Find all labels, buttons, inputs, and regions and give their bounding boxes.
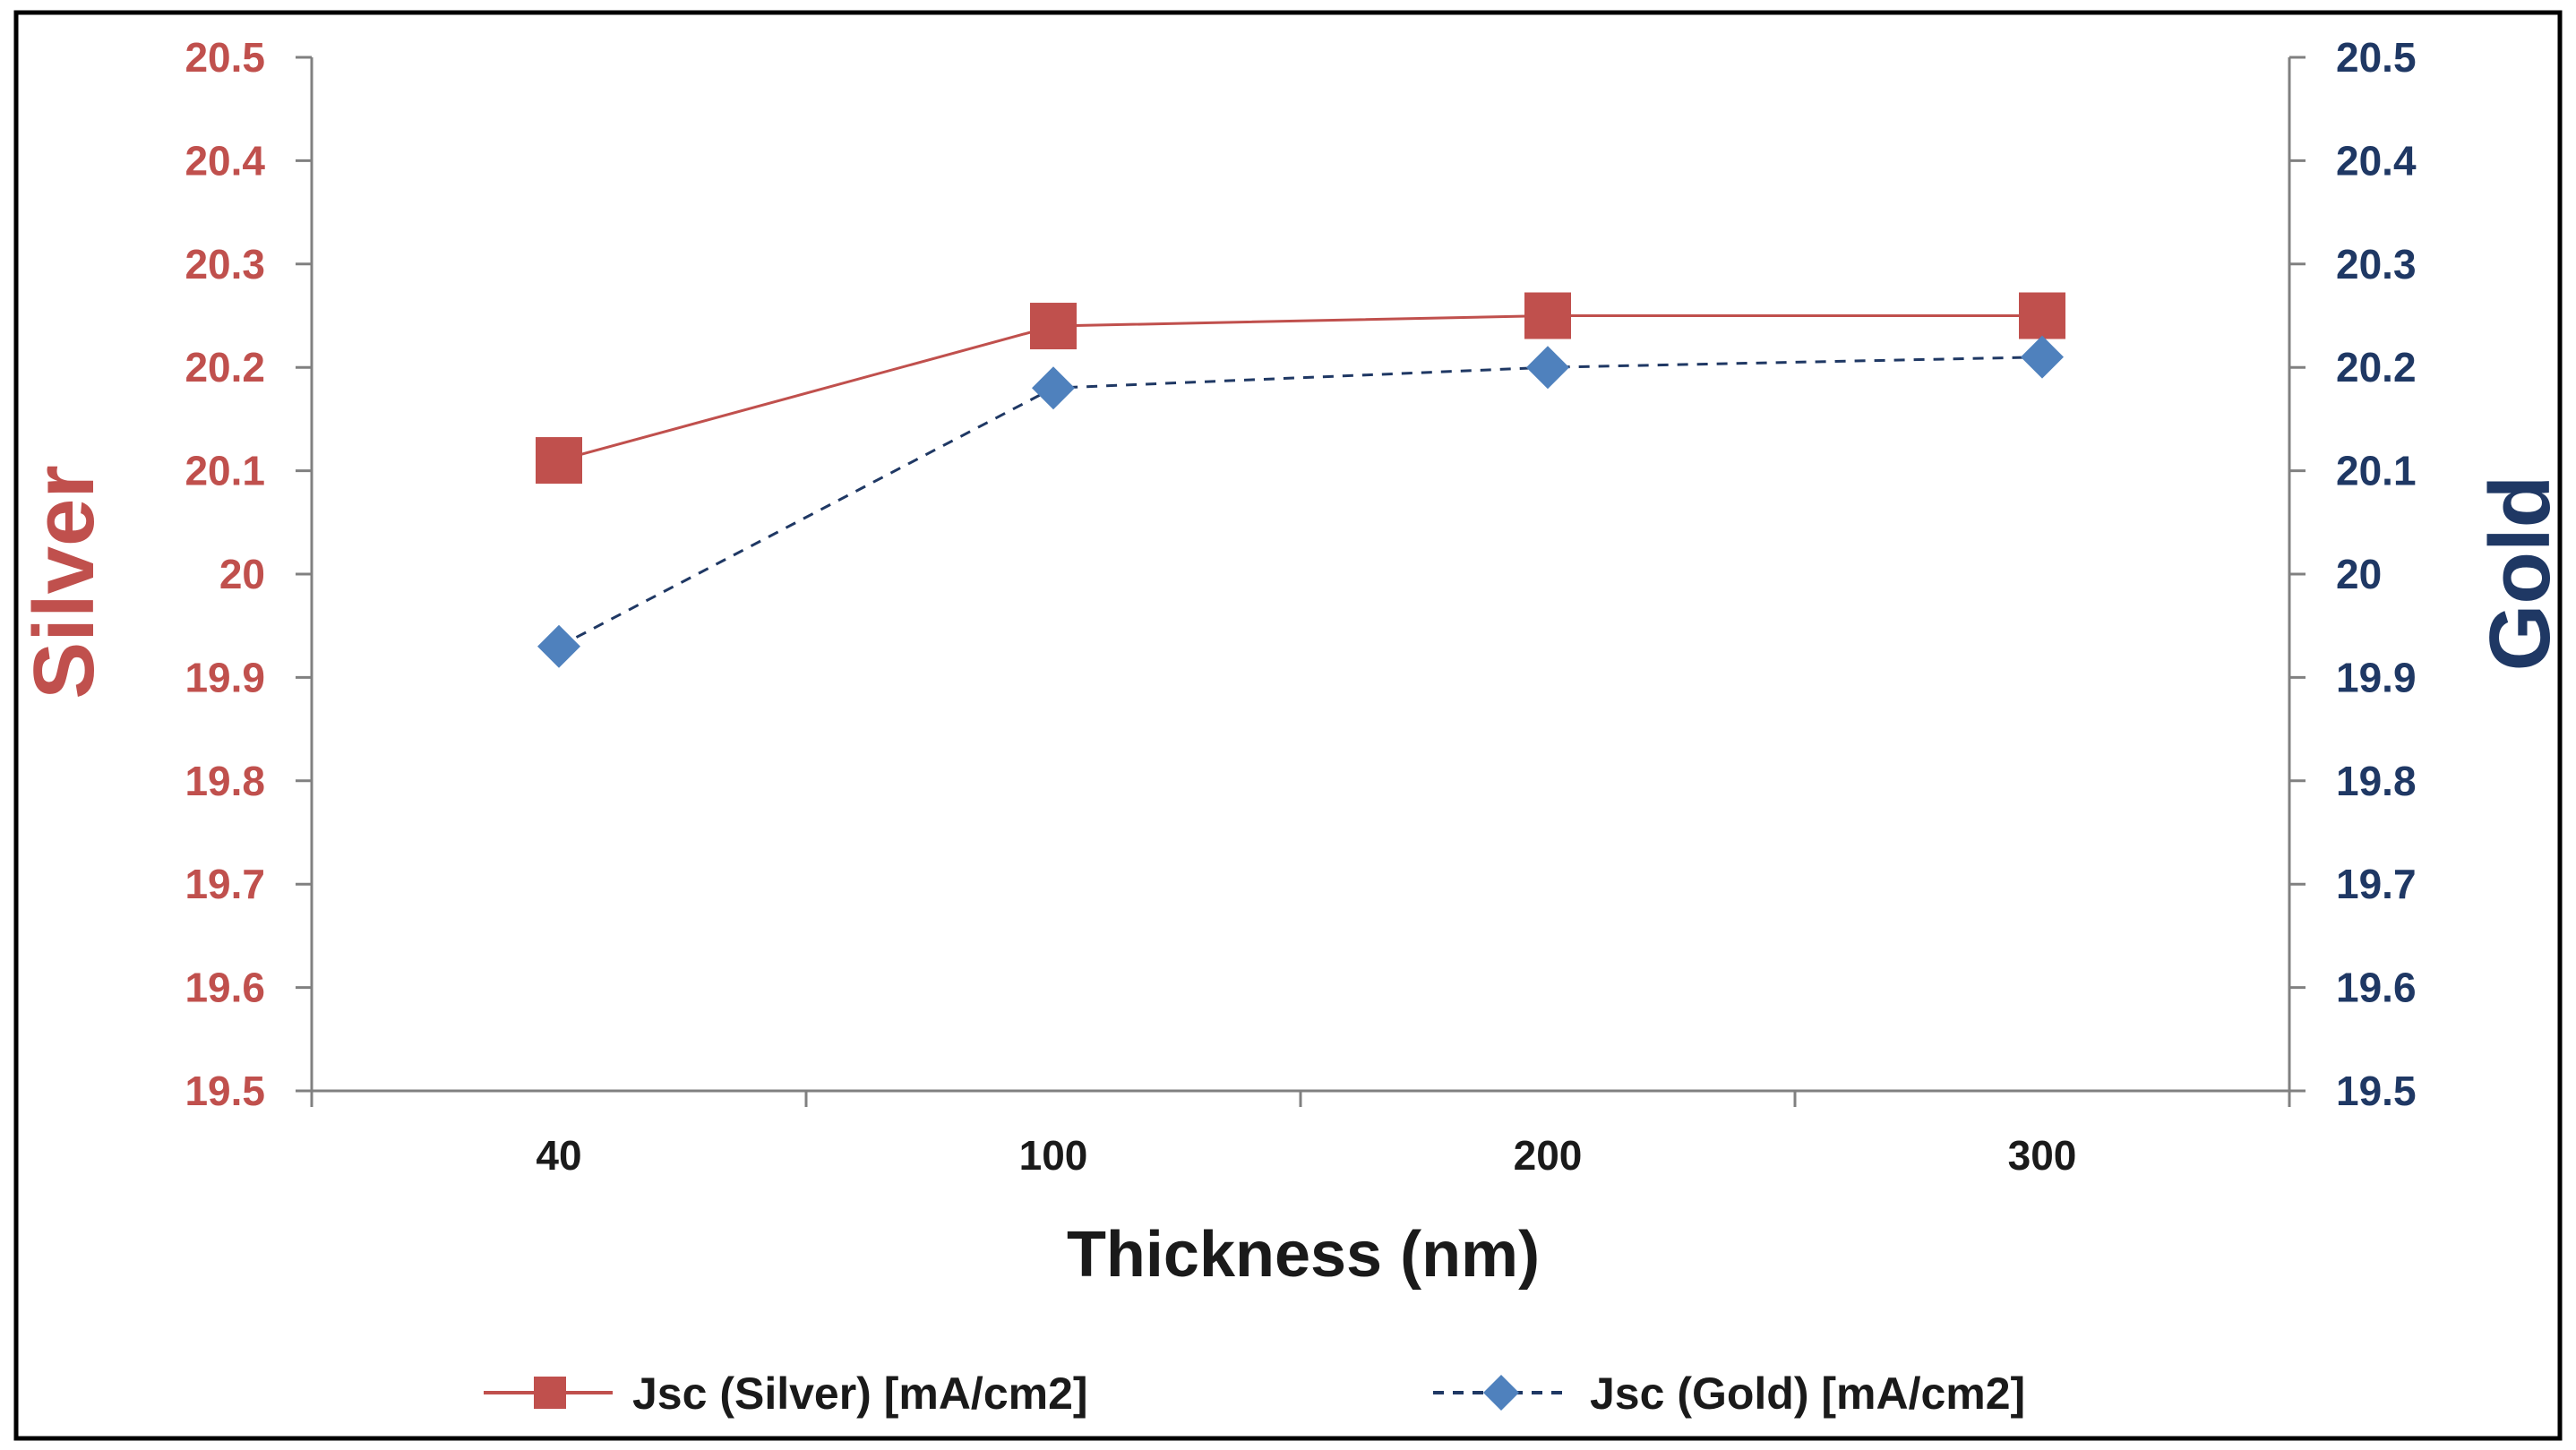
- left-tick-label: 19.6: [185, 965, 265, 1011]
- right-tick-label: 19.5: [2336, 1068, 2417, 1114]
- legend: Jsc (Silver) [mA/cm2] Jsc (Gold) [mA/cm2…: [484, 1368, 2025, 1419]
- x-axis-title: Thickness (nm): [1067, 1219, 1540, 1291]
- right-tick-label: 20.2: [2336, 344, 2417, 390]
- right-tick-label: 19.8: [2336, 758, 2417, 804]
- legend-item-silver: Jsc (Silver) [mA/cm2]: [484, 1368, 1088, 1419]
- legend-silver-marker: [534, 1377, 566, 1409]
- right-tick-label: 20.5: [2336, 34, 2417, 81]
- x-tick-label: 200: [1514, 1132, 1583, 1179]
- data-point-silver: [536, 437, 582, 485]
- legend-item-gold: Jsc (Gold) [mA/cm2]: [1433, 1368, 2025, 1419]
- series-line-silver: [558, 314, 2042, 462]
- right-tick-label: 19.9: [2336, 654, 2417, 700]
- left-tick-label: 19.7: [185, 861, 265, 907]
- legend-gold-label: Jsc (Gold) [mA/cm2]: [1590, 1368, 2025, 1419]
- left-tick-label: 19.8: [185, 758, 265, 804]
- left-tick-label: 20: [219, 551, 265, 597]
- series-layer: [536, 292, 2065, 668]
- axes-layer: 20.5 20.4 20.3 20.2 20.1 20 19.9 19.8 19.7 19.6 19…: [185, 34, 2416, 1179]
- right-tick-label: 20: [2336, 551, 2382, 597]
- left-tick-label: 19.5: [185, 1068, 265, 1114]
- right-tick-label: 20.3: [2336, 241, 2417, 287]
- left-tick-label: 20.1: [185, 448, 265, 494]
- data-point-gold: [1526, 346, 1569, 390]
- legend-gold-marker: [1483, 1375, 1519, 1411]
- x-tick-label: 40: [536, 1132, 581, 1179]
- data-point-gold: [2021, 335, 2064, 379]
- left-axis-title: Silver: [16, 465, 112, 699]
- series-line-gold: [558, 356, 2043, 648]
- right-tick-label: 20.1: [2336, 448, 2417, 494]
- right-tick-label: 19.6: [2336, 965, 2417, 1011]
- right-axis-title: Gold: [2472, 476, 2568, 672]
- data-point-gold: [537, 624, 580, 668]
- data-point-silver: [1524, 292, 1571, 339]
- data-point-gold: [1032, 366, 1075, 410]
- left-tick-label: 20.5: [185, 34, 265, 81]
- left-tick-label: 19.9: [185, 654, 265, 700]
- x-tick-label: 300: [2008, 1132, 2077, 1179]
- x-tick-label: 100: [1019, 1132, 1088, 1179]
- left-tick-label: 20.2: [185, 344, 265, 390]
- legend-silver-label: Jsc (Silver) [mA/cm2]: [632, 1368, 1088, 1419]
- right-tick-label: 20.4: [2336, 137, 2417, 184]
- left-tick-label: 20.3: [185, 241, 265, 287]
- left-tick-label: 20.4: [185, 137, 265, 184]
- data-point-silver: [1030, 303, 1077, 350]
- right-tick-label: 19.7: [2336, 861, 2417, 907]
- data-point-silver: [2019, 292, 2065, 339]
- chart-border: [13, 10, 2563, 1441]
